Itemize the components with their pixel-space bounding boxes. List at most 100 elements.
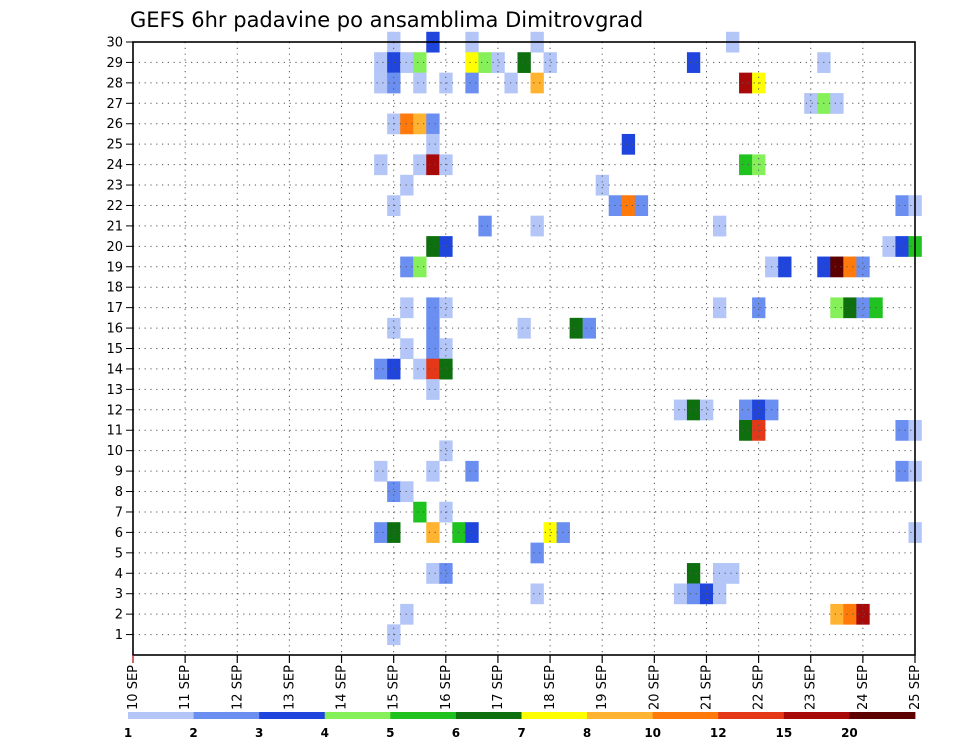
x-tick-label: 23 SEP [804, 665, 819, 710]
x-tick-label: 25 SEP [908, 665, 923, 710]
heatmap-cell [426, 379, 440, 400]
y-tick-label: 30 [106, 36, 123, 51]
plot-frame [132, 41, 916, 656]
y-tick-label: 13 [106, 383, 123, 398]
colorbar-label: 4 [321, 726, 329, 740]
heatmap-cell [387, 317, 401, 339]
y-tick-label: 1 [115, 628, 123, 643]
heatmap-cell [882, 236, 896, 257]
colorbar-label: 12 [710, 726, 727, 740]
x-tick-label: 14 SEP [335, 665, 350, 710]
heatmap-cell [895, 420, 909, 441]
heatmap-cell [400, 174, 414, 196]
y-tick-label: 21 [106, 219, 123, 234]
heatmap-cell [726, 563, 740, 584]
heatmap-cell [413, 501, 427, 523]
colorbar-segment [587, 712, 654, 719]
heatmap-cell [856, 256, 870, 278]
heatmap-cell [752, 399, 766, 421]
heatmap-cell [569, 317, 583, 339]
y-tick-label: 6 [115, 526, 123, 541]
heatmap-cell [478, 215, 492, 237]
heatmap-cell [739, 72, 753, 94]
x-tick-label: 17 SEP [491, 665, 506, 710]
heatmap-cell [426, 563, 440, 584]
heatmap-cell [739, 420, 753, 441]
heatmap-cell [413, 358, 427, 380]
colorbar-label: 8 [583, 726, 591, 740]
y-axis-ticks: 1234567891011121314151617181920212223242… [106, 36, 133, 643]
heatmap-cell [400, 603, 414, 625]
y-tick-label: 26 [106, 117, 123, 132]
colorbar-segment [783, 712, 850, 719]
heatmap-cell [465, 72, 479, 94]
heatmap-cell [686, 563, 701, 584]
heatmap-cell [752, 297, 766, 319]
y-tick-label: 11 [106, 424, 123, 439]
heatmap-cell [387, 52, 401, 73]
x-tick-label: 15 SEP [387, 665, 402, 710]
x-tick-label: 12 SEP [230, 665, 245, 710]
heatmap-cell [400, 297, 414, 319]
heatmap-cell [530, 215, 544, 237]
heatmap-cell [752, 420, 766, 441]
colorbar-segment [324, 712, 391, 719]
colorbar: 1 2 3 4 5 6 7 8 10 12 15 20 [124, 712, 916, 740]
heatmap-cell [426, 133, 440, 155]
heatmap-cell [634, 195, 649, 216]
y-tick-label: 20 [106, 240, 123, 255]
y-tick-label: 3 [115, 587, 123, 602]
heatmap-cell [830, 297, 844, 319]
heatmap-cell [426, 338, 440, 360]
x-tick-label: 19 SEP [595, 665, 610, 710]
heatmap-cell [595, 174, 610, 196]
heatmap-cell [530, 583, 544, 605]
heatmap-cell [686, 583, 701, 605]
colorbar-segment [718, 712, 785, 719]
heatmap-cell [804, 93, 818, 114]
y-tick-label: 23 [106, 179, 123, 194]
y-tick-label: 22 [106, 199, 123, 214]
heatmap-cell [426, 358, 440, 380]
heatmap-cell [465, 52, 479, 73]
heatmap-cell [426, 522, 440, 543]
heatmap-cell [465, 460, 479, 482]
chart-title: GEFS 6hr padavine po ansamblima Dimitrov… [130, 8, 643, 32]
colorbar-label: 2 [189, 726, 197, 740]
colorbar-label: 10 [644, 726, 661, 740]
colorbar-label: 15 [775, 726, 792, 740]
heatmap-cell [543, 522, 557, 543]
y-tick-label: 27 [106, 97, 123, 112]
y-tick-label: 17 [106, 301, 123, 316]
x-tick-label: 22 SEP [752, 665, 767, 710]
y-tick-label: 15 [106, 342, 123, 357]
heatmap-cell [621, 133, 636, 155]
heatmap-cell [830, 93, 844, 114]
y-tick-label: 14 [106, 362, 123, 377]
heatmap-cell [387, 195, 401, 216]
heatmap-cell [465, 522, 479, 543]
colorbar-segment [128, 712, 194, 719]
y-tick-label: 24 [106, 158, 123, 173]
y-tick-label: 28 [106, 76, 123, 91]
y-tick-label: 29 [106, 56, 123, 71]
heatmap-cell [413, 52, 427, 73]
heatmap-cell [426, 317, 440, 339]
y-tick-label: 5 [115, 546, 123, 561]
heatmap-cell [582, 317, 596, 339]
x-tick-label: 18 SEP [543, 665, 558, 710]
colorbar-label: 1 [124, 726, 132, 740]
heatmap-cell [843, 256, 857, 278]
heatmap-cell [374, 72, 388, 94]
colorbar-label: 5 [386, 726, 394, 740]
heatmap-cell [739, 154, 753, 176]
heatmap-cell [517, 52, 531, 73]
y-tick-label: 16 [106, 322, 123, 337]
y-tick-label: 10 [106, 444, 123, 459]
heatmap-cell [491, 52, 505, 73]
colorbar-segment [259, 712, 326, 719]
colorbar-label: 3 [255, 726, 263, 740]
heatmap-cell [439, 236, 453, 257]
heatmap-cell [843, 603, 857, 625]
heatmap-cell [413, 113, 427, 135]
